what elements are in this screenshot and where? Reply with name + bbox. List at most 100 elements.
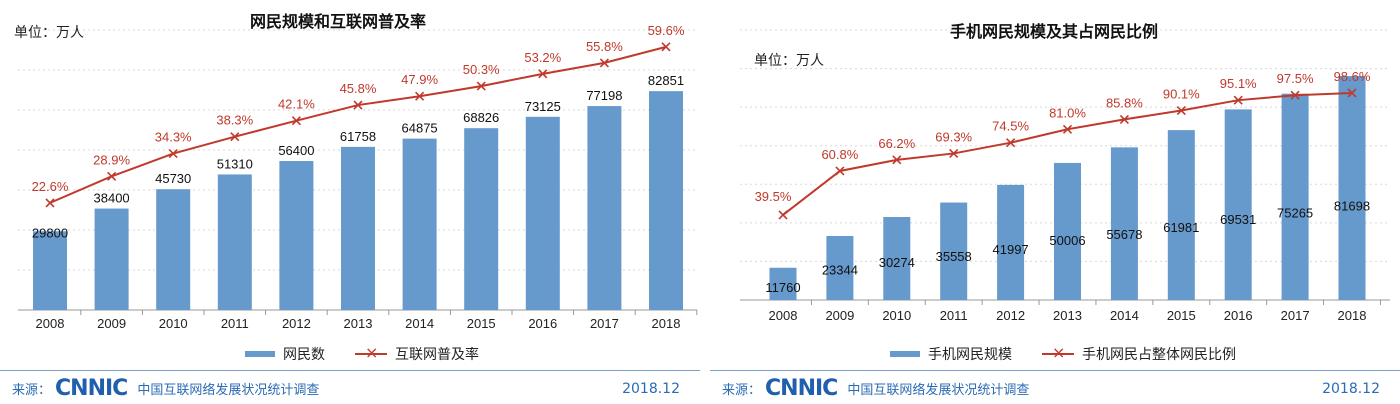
x-tick-label: 2009 xyxy=(97,316,126,331)
report-date: 2018.12 xyxy=(1322,380,1380,397)
bar-value-label: 73125 xyxy=(525,99,561,114)
x-tick-label: 2010 xyxy=(159,316,188,331)
bar xyxy=(997,184,1025,300)
legend-bar-swatch xyxy=(245,351,275,357)
bar xyxy=(1167,130,1195,300)
line-value-label: 90.1% xyxy=(1163,87,1200,102)
legend-bar-swatch xyxy=(890,351,920,357)
line-marker xyxy=(599,58,609,68)
x-tick-label: 2016 xyxy=(528,316,557,331)
chart-legend: 网民数 互联网普及率 xyxy=(245,343,479,364)
bar xyxy=(217,174,252,310)
line-marker xyxy=(1290,90,1300,100)
line-value-label: 50.3% xyxy=(463,62,500,77)
x-tick-label: 2015 xyxy=(467,316,496,331)
line-value-label: 42.1% xyxy=(278,97,315,112)
line-value-label: 38.3% xyxy=(216,113,253,128)
source-label: 来源： xyxy=(722,383,762,398)
legend-line-label: 手机网民占整体网民比例 xyxy=(1082,347,1236,363)
x-tick-label: 2015 xyxy=(1167,308,1196,323)
bar-value-label: 30274 xyxy=(879,255,915,270)
line-marker xyxy=(1347,88,1357,98)
x-tick-label: 2013 xyxy=(1053,308,1082,323)
line-value-label: 34.3% xyxy=(155,130,192,145)
x-tick-label: 2008 xyxy=(36,316,65,331)
bar-value-label: 61758 xyxy=(340,129,376,144)
line-marker xyxy=(353,100,363,110)
bar xyxy=(525,116,560,310)
bar xyxy=(1110,147,1138,300)
line-marker xyxy=(1119,114,1129,124)
bar xyxy=(279,161,314,310)
line-marker xyxy=(1062,124,1073,134)
bar xyxy=(341,146,375,310)
x-tick-label: 2011 xyxy=(940,308,968,323)
legend-bar-label: 手机网民规模 xyxy=(928,347,1012,363)
footer: 来源： CNNIC 中国互联网络发展状况统计调查 2018.12 xyxy=(722,376,1380,401)
legend-line-swatch xyxy=(1042,343,1074,362)
line-value-label: 47.9% xyxy=(401,72,438,87)
footer-divider xyxy=(710,370,1400,371)
line-marker xyxy=(778,210,788,220)
bar xyxy=(156,189,191,310)
x-tick-label: 2008 xyxy=(769,308,798,323)
bar-value-label: 23344 xyxy=(822,262,858,277)
cnnic-logo: CNNIC xyxy=(55,376,128,401)
line-value-label: 74.5% xyxy=(992,119,1029,134)
bar xyxy=(883,217,911,300)
bar-value-label: 77198 xyxy=(586,88,622,103)
bar-value-label: 82851 xyxy=(648,73,684,88)
bar-value-label: 81698 xyxy=(1334,198,1370,213)
x-tick-label: 2013 xyxy=(344,316,373,331)
bar xyxy=(94,208,129,310)
bar-value-label: 11760 xyxy=(765,280,800,295)
legend-line-swatch xyxy=(355,343,387,362)
cnnic-logo: CNNIC xyxy=(765,376,838,401)
line-value-label: 69.3% xyxy=(935,129,972,144)
x-tick-label: 2009 xyxy=(825,308,854,323)
bar-value-label: 45730 xyxy=(155,171,191,186)
line-marker xyxy=(892,155,902,165)
bar xyxy=(402,138,437,310)
line-value-label: 60.8% xyxy=(821,147,858,162)
bar xyxy=(649,91,683,310)
x-tick-label: 2017 xyxy=(1281,308,1310,323)
x-tick-label: 2011 xyxy=(221,316,249,331)
line-marker xyxy=(1176,105,1186,116)
line-value-label: 98.6% xyxy=(1334,69,1371,84)
line-marker xyxy=(1233,95,1243,105)
line-marker xyxy=(168,148,178,159)
line-marker xyxy=(45,198,55,208)
bar-value-label: 55678 xyxy=(1106,227,1142,242)
line-value-label: 95.1% xyxy=(1220,76,1257,91)
bar-value-label: 38400 xyxy=(94,191,130,206)
line-marker xyxy=(415,91,425,101)
legend-bar-label: 网民数 xyxy=(283,347,325,363)
chart-title: 手机网民规模及其占网民比例 xyxy=(950,22,1159,41)
line-value-label: 85.8% xyxy=(1106,95,1143,110)
bar-value-label: 61981 xyxy=(1163,220,1199,235)
bar-value-label: 50006 xyxy=(1049,233,1085,248)
bar-value-label: 56400 xyxy=(278,143,314,158)
bar xyxy=(1054,162,1081,300)
bar-value-label: 69531 xyxy=(1220,212,1256,227)
line-value-label: 28.9% xyxy=(93,152,130,167)
survey-name: 中国互联网络发展状况统计调查 xyxy=(847,383,1030,398)
line-value-label: 59.6% xyxy=(648,23,685,38)
bar-value-label: 75265 xyxy=(1277,205,1313,220)
unit-label: 单位：万人 xyxy=(754,53,824,69)
survey-name: 中国互联网络发展状况统计调查 xyxy=(137,383,320,398)
line-value-label: 81.0% xyxy=(1049,105,1086,120)
line-marker xyxy=(230,132,240,142)
line-marker xyxy=(476,81,486,91)
bar-value-label: 51310 xyxy=(217,156,253,171)
unit-label: 单位：万人 xyxy=(14,25,84,41)
x-tick-label: 2016 xyxy=(1224,308,1253,323)
x-tick-label: 2012 xyxy=(282,316,311,331)
chart-title: 网民规模和互联网普及率 xyxy=(250,12,427,31)
bar-value-label: 64875 xyxy=(402,121,438,136)
line-marker xyxy=(835,166,845,176)
mobile-users-panel: 2008 11760 2009 23344 2010 30274 2011 35558 2012… xyxy=(710,0,1400,404)
x-tick-label: 2012 xyxy=(996,308,1025,323)
